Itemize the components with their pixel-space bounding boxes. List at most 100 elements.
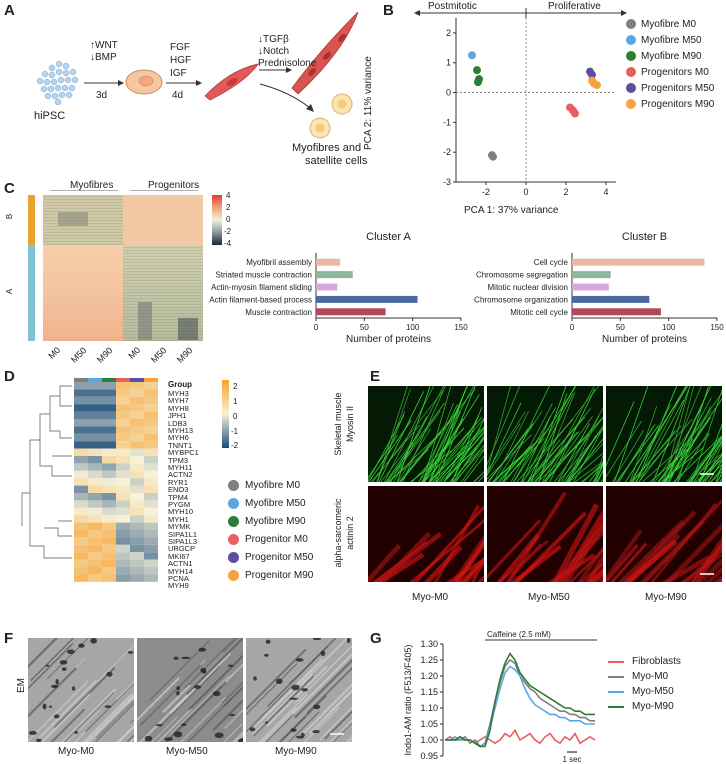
d-legend-item: Myofibre M0 (228, 476, 313, 494)
heatmap-cell (144, 389, 158, 397)
g-y-tick: 1.25 (420, 655, 438, 665)
heatmap-group-label: Group (168, 380, 192, 389)
heatmap-cell (130, 478, 144, 486)
group-strip (88, 378, 102, 382)
heatmap-cell (88, 530, 102, 538)
heatmap-cell (102, 433, 116, 442)
heatmap-cell (130, 382, 144, 390)
legend-label: Progenitor M90 (245, 569, 314, 581)
heatmap-cell (116, 537, 130, 545)
heatmap-cell (116, 507, 130, 516)
gene-label: ENO3 (168, 485, 189, 495)
heatmap-cell (102, 478, 116, 486)
heatmap-cell (88, 426, 102, 434)
bar-x-tick: 150 (710, 323, 724, 332)
step1-time: 3d (96, 90, 108, 101)
heatmap-cell (74, 507, 88, 516)
heatmap-cell (144, 537, 158, 545)
gene-label: MYH9 (168, 581, 189, 591)
panel-label-c: C (4, 180, 15, 197)
gene-label: MYH13 (168, 426, 194, 435)
cluster-b-bar-chart: Cluster B Cell cycle Chromosome segregatio… (474, 231, 724, 345)
dbar-tick: 2 (233, 382, 238, 391)
immunofluorescence-grid (368, 386, 722, 582)
row2-label-line2: actinin 2 (345, 516, 355, 550)
heatmap-cell (144, 485, 158, 493)
heatmap-cell (116, 493, 130, 501)
pca-legend-item: Progenitors M90 (626, 96, 714, 112)
factor-fgf: FGF (170, 42, 190, 53)
heatmap-cell (88, 411, 102, 419)
pca-y-tick: 1 (446, 58, 451, 68)
factor-igf: IGF (170, 68, 187, 79)
heatmap-cell (102, 515, 116, 523)
gene-heatmap (21, 378, 158, 582)
legend-swatch (626, 67, 636, 77)
heatmap-cell (144, 574, 158, 582)
bar (316, 258, 341, 266)
heatmap-cell (102, 389, 116, 397)
heatmap-cell (116, 478, 130, 486)
bar (572, 295, 650, 303)
group-strip (116, 378, 130, 382)
heatmap-cell (144, 530, 158, 538)
legend-label: Myo-M0 (632, 671, 669, 682)
heatmap-cell (130, 433, 144, 442)
heatmap-cell (144, 522, 158, 530)
heatmap-cell (102, 382, 116, 390)
heatmap-cell (88, 493, 102, 501)
actinin-micrograph (487, 486, 603, 582)
heatmap-cell (130, 456, 144, 464)
panel-label-g: G (370, 630, 382, 647)
bar (572, 283, 609, 291)
heatmap-cell (144, 567, 158, 575)
panel-label-a: A (4, 2, 15, 19)
row2-label-line1: alpha-sarcomeric (333, 498, 343, 568)
cluster-chart-title: Cluster B (622, 231, 667, 243)
heatmap-cell (74, 493, 88, 501)
heatmap-cell (116, 382, 130, 390)
heatmap-cell (144, 507, 158, 516)
legend-label: Myofibre M90 (641, 50, 702, 62)
legend-swatch (626, 51, 636, 61)
heatmap-cell (116, 567, 130, 575)
heatmap-cell (102, 522, 116, 530)
gene-label: MYH7 (168, 396, 189, 406)
heatmap-cell (74, 530, 88, 538)
cluster-a-bar (28, 245, 35, 341)
g-y-tick: 1.05 (420, 719, 438, 729)
heatmap-cell (116, 574, 130, 582)
heatmap-cell (88, 382, 102, 390)
heatmap-cell (116, 456, 130, 464)
legend-label: Myofibre M90 (245, 515, 306, 527)
gene-label: RYR1 (168, 477, 188, 487)
gene-label: MYH10 (168, 507, 194, 517)
e-col-m90: Myo-M90 (645, 592, 687, 603)
bar-category-label: Actin filament-based process (209, 295, 312, 304)
dbar-tick: 1 (233, 397, 238, 406)
gene-label: MYH14 (168, 566, 194, 576)
bar-x-tick: 0 (314, 323, 319, 332)
heatmap-cell (88, 448, 102, 456)
myofibre-icon (291, 11, 359, 95)
bar-x-label: Number of proteins (602, 334, 687, 345)
heatmap-cell (116, 522, 130, 530)
heatmap-cell (144, 493, 158, 501)
heatmap-cell (130, 411, 144, 419)
gene-label: MYBPC1 (168, 448, 199, 458)
legend-swatch (608, 705, 624, 708)
g-y-label: Indo1-AM ratio (F513/F405) (403, 644, 413, 755)
heatmap-cell (116, 433, 130, 442)
cluster-a-bar-chart: Cluster A Myofibril assembly Striated musc… (209, 231, 468, 345)
legend-swatch (228, 515, 239, 527)
legend-label: Myofibre M0 (641, 18, 697, 30)
dbar-tick: -1 (231, 427, 239, 436)
heatmap-cell (102, 559, 116, 567)
heatmap-cell (102, 426, 116, 434)
bar (316, 283, 338, 291)
outcome-line1: Myofibres and (292, 142, 362, 154)
gene-label: PCNA (168, 574, 189, 583)
bar-category-label: Striated muscle contraction (216, 271, 313, 280)
cluster-b-label: B (5, 213, 15, 220)
heatmap-cell (88, 396, 102, 405)
